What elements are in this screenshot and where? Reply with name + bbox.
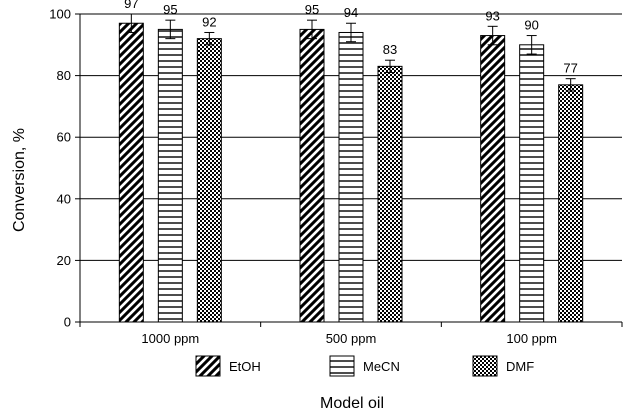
bar-mecn-2 <box>519 44 545 323</box>
y-tick-label: 0 <box>64 315 71 330</box>
bar-mecn-1 <box>338 31 364 323</box>
data-label: 95 <box>305 2 319 17</box>
data-label: 97 <box>124 0 138 11</box>
bar-dmf-2 <box>558 84 584 323</box>
y-tick-label: 100 <box>49 7 71 22</box>
legend-swatch <box>195 355 221 377</box>
y-tick-label: 20 <box>57 253 71 268</box>
y-axis-label: Conversion, % <box>11 128 28 232</box>
legend-swatch <box>329 355 355 377</box>
legend-item-mecn: MeCN <box>329 355 400 377</box>
error-bar <box>385 59 395 74</box>
legend-item-dmf: DMF <box>472 355 534 377</box>
y-tick-label: 80 <box>57 68 71 83</box>
error-bar <box>565 78 576 92</box>
data-label: 94 <box>344 5 358 20</box>
legend-label: DMF <box>506 359 534 374</box>
legend-label: MeCN <box>363 359 400 374</box>
bar-dmf-1 <box>377 65 403 323</box>
data-label: 92 <box>202 14 216 29</box>
data-label: 90 <box>524 18 538 33</box>
data-labels: 97 95 92 95 94 83 93 90 77 <box>124 0 578 76</box>
data-label: 95 <box>163 2 177 17</box>
error-bar <box>204 31 215 46</box>
data-label: 93 <box>485 8 499 23</box>
x-axis-label: Model oil <box>320 395 384 412</box>
y-tick-label: 40 <box>57 191 71 206</box>
category-label: 100 ppm <box>506 331 557 346</box>
category-label: 500 ppm <box>326 331 377 346</box>
bars <box>118 13 584 323</box>
bar-etoh-1 <box>299 28 325 323</box>
data-label: 83 <box>383 42 397 57</box>
legend-item-etoh: EtOH <box>195 355 261 377</box>
category-label: 1000 ppm <box>141 331 199 346</box>
data-label: 77 <box>563 61 577 76</box>
bar-mecn-0 <box>157 28 183 323</box>
bar-dmf-0 <box>196 38 222 323</box>
error-bar <box>126 13 137 33</box>
error-bar <box>165 19 176 40</box>
legend: EtOH MeCN DMF <box>195 355 534 377</box>
error-bar <box>487 25 498 46</box>
error-bar <box>526 35 537 55</box>
bar-etoh-2 <box>480 35 506 323</box>
bar-etoh-0 <box>118 22 144 323</box>
error-bar <box>346 22 356 43</box>
legend-swatch <box>472 355 498 377</box>
error-bar <box>307 19 317 40</box>
y-tick-label: 60 <box>57 130 71 145</box>
legend-label: EtOH <box>229 359 261 374</box>
